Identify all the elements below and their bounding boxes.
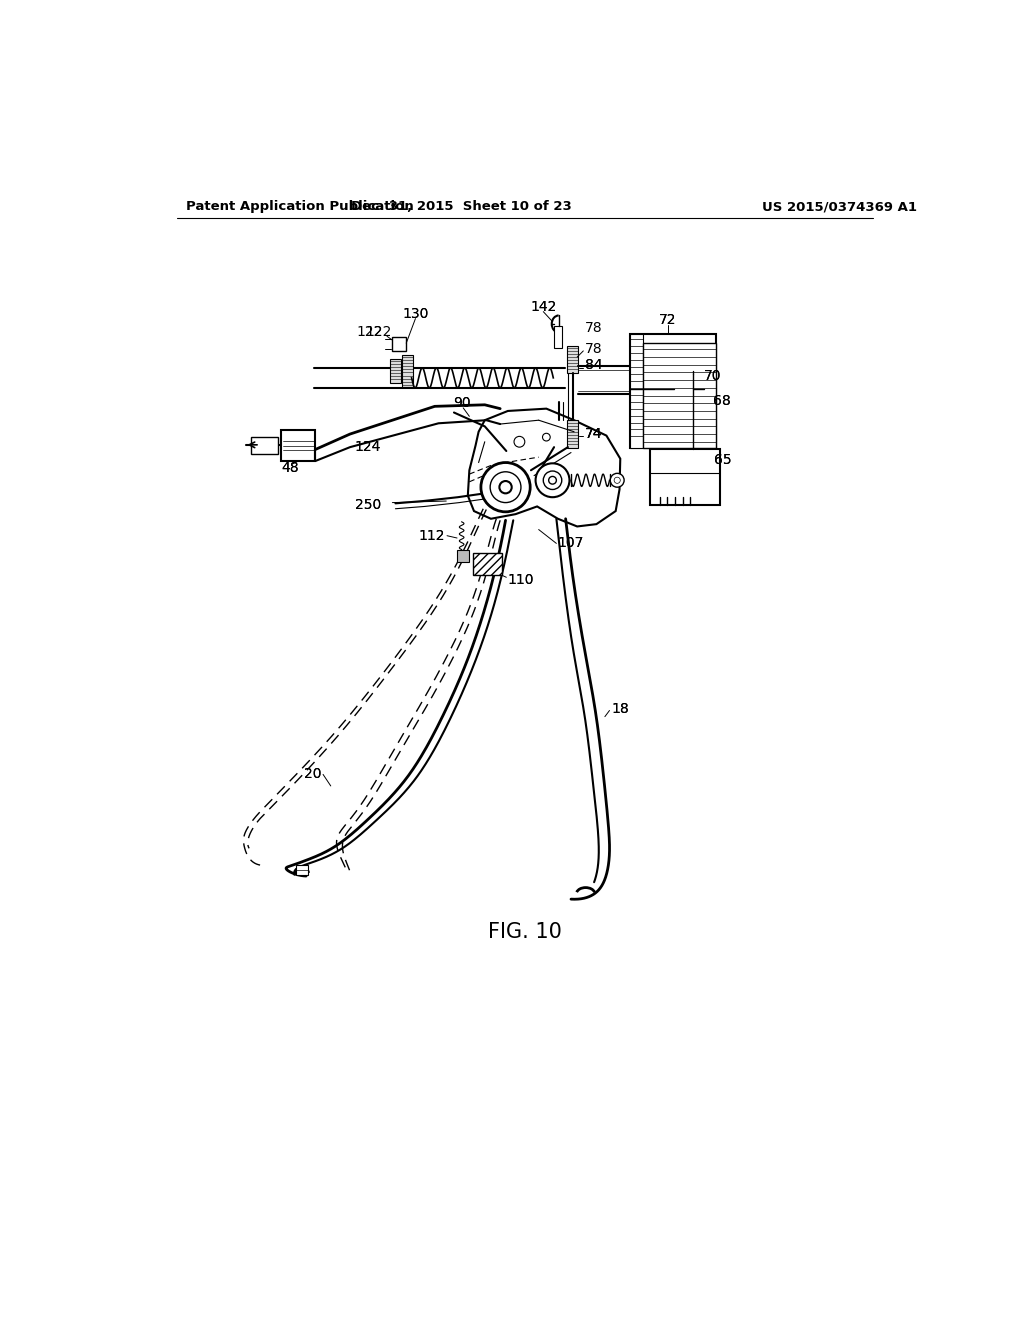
Circle shape [536,463,569,498]
Text: 130: 130 [402,308,429,321]
Text: 122: 122 [356,326,382,339]
Text: 124: 124 [354,440,381,454]
Bar [630,334,716,447]
Bar [296,866,308,874]
Text: US 2015/0374369 A1: US 2015/0374369 A1 [762,201,916,214]
Text: 18: 18 [611,702,630,715]
Text: 70: 70 [705,370,722,383]
Bar [282,430,315,461]
Text: 70: 70 [705,370,722,383]
Bar [402,355,413,387]
Bar [390,359,400,383]
Text: 84: 84 [585,358,602,372]
Text: 48: 48 [282,461,299,475]
Text: 65: 65 [714,453,732,467]
Bar [554,326,562,348]
Text: 250: 250 [354,498,381,512]
Text: 107: 107 [558,536,585,550]
Text: 68: 68 [714,393,731,408]
Circle shape [481,462,530,512]
Circle shape [568,354,578,363]
Text: 107: 107 [558,536,585,550]
Text: 110: 110 [508,573,535,587]
Text: 72: 72 [659,313,677,327]
Text: 112: 112 [418,529,444,543]
Text: 74: 74 [585,428,602,441]
Text: 18: 18 [611,702,630,715]
Text: FIG. 10: FIG. 10 [487,923,562,942]
Text: 122: 122 [366,326,392,339]
Bar [643,343,716,447]
Text: 20: 20 [304,767,322,781]
Text: 112: 112 [418,529,444,543]
Circle shape [549,477,556,484]
Circle shape [614,477,621,483]
Bar [457,549,469,562]
Text: 84: 84 [585,358,602,372]
Text: 142: 142 [530,300,556,314]
Text: 250: 250 [354,498,381,512]
Bar [392,337,407,351]
Bar [251,437,279,454]
Text: 65: 65 [714,453,732,467]
Text: 90: 90 [453,396,470,411]
Circle shape [610,474,625,487]
Text: 68: 68 [714,393,731,408]
Bar [567,346,578,374]
Bar [650,449,720,504]
Circle shape [514,437,525,447]
Text: 74: 74 [585,428,602,441]
Text: 124: 124 [354,440,381,454]
Text: 130: 130 [402,308,429,321]
Text: 48: 48 [282,461,299,475]
Text: 110: 110 [508,573,535,587]
Circle shape [543,433,550,441]
Text: 78: 78 [585,321,602,335]
Circle shape [490,471,521,503]
Text: 20: 20 [304,767,322,781]
Text: 72: 72 [659,313,677,327]
Text: 74: 74 [585,428,602,441]
Bar [473,553,503,576]
Text: 78: 78 [585,342,602,356]
Bar [567,420,578,447]
Text: 90: 90 [453,396,470,411]
Text: Dec. 31, 2015  Sheet 10 of 23: Dec. 31, 2015 Sheet 10 of 23 [351,201,572,214]
Circle shape [544,471,562,490]
Bar [630,334,643,447]
Circle shape [500,480,512,494]
Polygon shape [468,409,621,527]
Text: 142: 142 [530,300,556,314]
Text: Patent Application Publication: Patent Application Publication [186,201,414,214]
